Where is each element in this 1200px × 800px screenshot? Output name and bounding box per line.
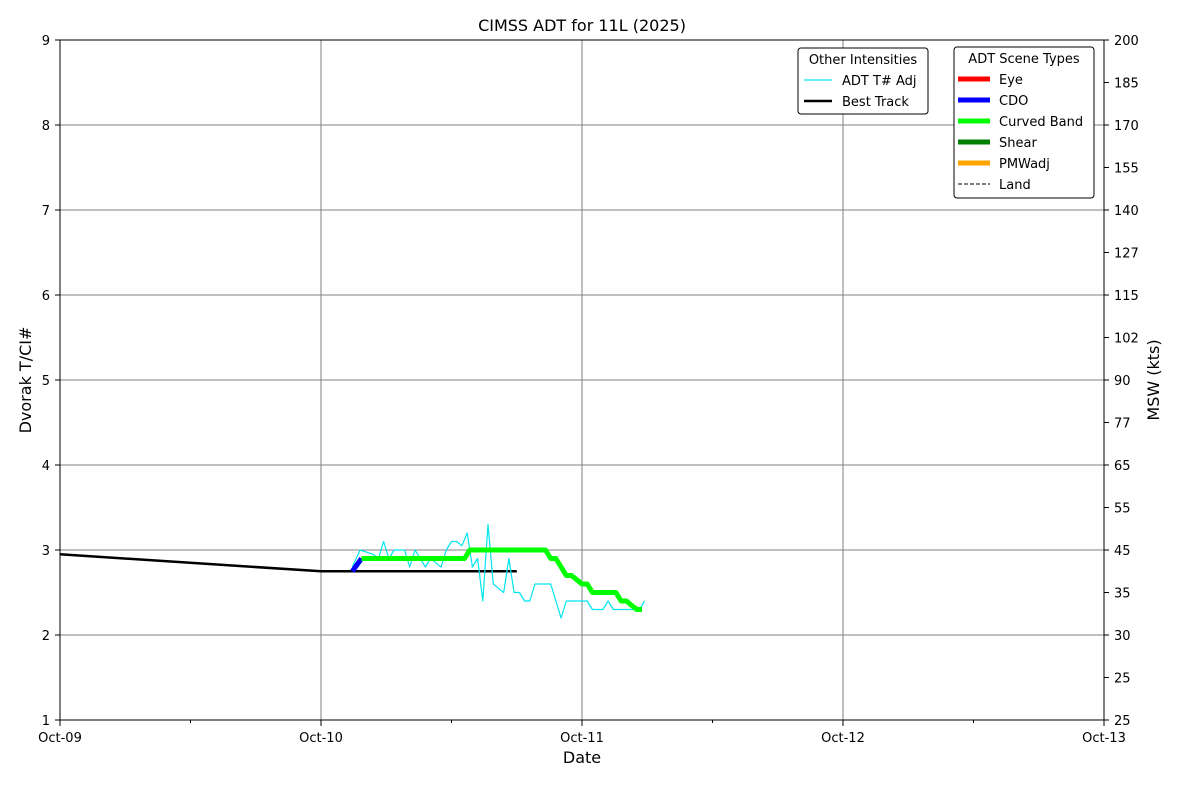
y-right-tick-label: 155 <box>1114 162 1139 177</box>
y-axis-label-right: MSW (kts) <box>1144 339 1163 420</box>
y-right-tick-label: 90 <box>1114 374 1131 389</box>
y-right-tick-label: 35 <box>1114 587 1131 602</box>
legend-scene-label: Land <box>999 178 1031 193</box>
y-tick-label: 9 <box>42 34 50 49</box>
legend-scene-label: Eye <box>999 73 1023 88</box>
y-right-tick-label: 45 <box>1114 544 1131 559</box>
series-line-best-track <box>59 553 517 573</box>
legend-other-title: Other Intensities <box>809 53 918 68</box>
y-tick-label: 8 <box>42 119 50 134</box>
y-tick-label: 4 <box>42 459 50 474</box>
x-tick-label: Oct-09 <box>38 731 82 746</box>
y-right-tick-label: 185 <box>1114 77 1139 92</box>
chart-title: CIMSS ADT for 11L (2025) <box>478 16 686 35</box>
x-tick-label: Oct-12 <box>821 731 865 746</box>
scene-line-curved-band <box>361 547 642 612</box>
x-tick-label: Oct-10 <box>299 731 343 746</box>
series-line-adt-t-adj <box>351 523 646 619</box>
x-tick-label: Oct-11 <box>560 731 604 746</box>
legend-other-label: ADT T# Adj <box>842 74 916 89</box>
y-right-tick-label: 200 <box>1114 34 1139 49</box>
y-right-tick-label: 170 <box>1114 119 1139 134</box>
y-right-tick-label: 127 <box>1114 247 1139 262</box>
y-tick-label: 5 <box>42 374 50 389</box>
y-tick-label: 1 <box>42 714 50 729</box>
y-right-tick-label: 102 <box>1114 332 1139 347</box>
y-right-tick-label: 140 <box>1114 204 1139 219</box>
y-tick-label: 3 <box>42 544 50 559</box>
legends: Other Intensities ADT T# Adj Best Track ADT… <box>797 46 1095 199</box>
x-tick-label: Oct-13 <box>1082 731 1126 746</box>
y-axis-label: Dvorak T/CI# <box>16 327 35 434</box>
y-right-tick-label: 30 <box>1114 629 1131 644</box>
scene-line-cdo <box>350 557 364 573</box>
y-tick-label: 6 <box>42 289 50 304</box>
y-tick-label: 2 <box>42 629 50 644</box>
legend-other-label: Best Track <box>842 95 909 110</box>
legend-scene-label: PMWadj <box>999 157 1050 172</box>
y-right-tick-label: 65 <box>1114 459 1131 474</box>
legend-scene-box <box>953 46 1095 199</box>
y-right-tick-label: 55 <box>1114 502 1131 517</box>
legend-other-box <box>797 47 929 115</box>
y-right-tick-label: 25 <box>1114 714 1131 729</box>
y-right-tick-label: 115 <box>1114 289 1139 304</box>
legend-scene-label: Shear <box>999 136 1037 151</box>
y-tick-label: 7 <box>42 204 50 219</box>
y-right-tick-label: 77 <box>1114 417 1131 432</box>
x-axis-label: Date <box>563 748 601 767</box>
legend-scene-label: CDO <box>999 94 1028 109</box>
y-right-tick-label: 25 <box>1114 672 1131 687</box>
legend-scene-label: Curved Band <box>999 115 1083 130</box>
plot-area: 1234567892525303545556577901021151271401… <box>38 34 1139 746</box>
legend-scene-title: ADT Scene Types <box>968 52 1080 67</box>
